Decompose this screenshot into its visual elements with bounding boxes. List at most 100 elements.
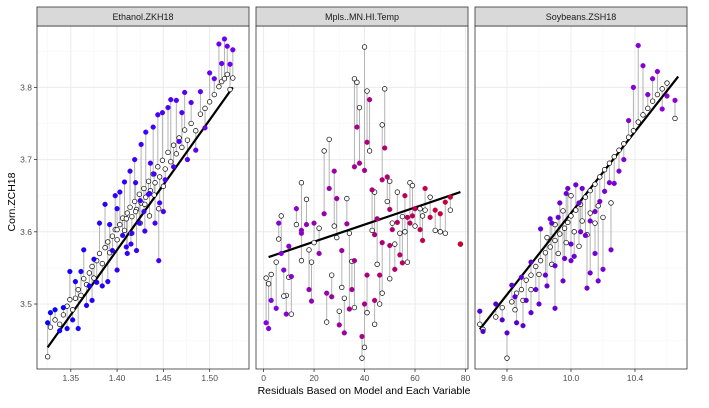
actual-point [601,188,608,194]
actual-point [635,42,641,49]
actual-point [230,47,236,53]
actual-point [127,168,133,174]
predicted-point [379,290,385,296]
predicted-point [371,321,378,327]
actual-point [557,200,563,206]
predicted-point [611,154,617,160]
x-tick-label: 1.35 [63,373,80,383]
actual-point [552,263,558,269]
actual-point [397,252,403,258]
actual-point [293,206,299,212]
actual-point [537,226,544,232]
predicted-point [504,355,510,361]
actual-point [219,60,225,67]
actual-point [533,286,539,293]
predicted-point [336,308,342,314]
predicted-point [477,321,483,327]
actual-point [165,104,171,111]
actual-point [493,301,499,307]
actual-point [89,297,95,304]
predicted-point [141,185,147,192]
actual-point [102,201,108,207]
actual-point [351,164,358,170]
predicted-point [155,164,161,170]
actual-point [298,230,305,236]
predicted-point [359,355,365,361]
actual-point [160,208,166,215]
actual-point [587,270,593,276]
actual-point [611,180,617,187]
predicted-point [387,178,393,184]
predicted-point [165,149,171,156]
actual-point [592,208,598,215]
predicted-point [281,293,287,299]
actual-point [86,283,92,289]
actual-point [96,220,103,226]
predicted-point [568,193,574,199]
actual-point [672,97,678,103]
actual-point [349,286,355,293]
actual-point [364,139,370,145]
actual-point [384,174,390,180]
predicted-point [57,321,63,327]
actual-point [374,216,380,222]
actual-point [184,156,191,163]
y-tick-label: 3.5 [20,299,32,309]
predicted-point [366,148,373,154]
predicted-point [273,259,279,265]
predicted-point [67,297,73,303]
predicted-point [129,213,135,220]
actual-point [419,237,426,244]
y-tick-label: 3.8 [20,82,32,92]
actual-point [114,267,120,273]
actual-point [394,219,400,226]
predicted-point [132,208,139,215]
actual-point [263,320,269,326]
predicted-point [331,223,337,229]
predicted-point [616,147,622,153]
actual-point [518,274,525,280]
predicted-point [664,80,670,86]
predicted-point [587,210,593,216]
y-tick-label: 3.7 [20,155,32,165]
actual-point [480,328,486,335]
actual-point [582,232,589,239]
predicted-point [123,216,129,222]
actual-point [288,273,294,280]
actual-point [311,220,317,226]
actual-point [117,189,123,195]
actual-point [52,307,58,313]
actual-point [447,194,453,200]
predicted-point [587,187,593,194]
actual-point [168,97,174,103]
predicted-point [384,198,390,205]
predicted-point [547,244,553,250]
predicted-point [75,286,81,293]
predicted-point [179,144,185,150]
actual-point [568,241,574,247]
x-tick-label: 1.50 [201,373,218,383]
actual-point [138,141,144,148]
predicted-point [597,174,603,180]
panel-border [255,25,469,370]
actual-point [372,297,378,304]
predicted-point [442,230,448,236]
actual-point [372,232,378,238]
actual-point [399,260,405,266]
actual-point [326,185,332,192]
actual-point [513,320,520,326]
y-axis-title: Corn.ZCH18 [6,172,18,231]
predicted-point [60,312,67,318]
predicted-point [560,208,566,214]
panel-2: Soybeans.ZSH18 9.6 10.0 10.4 [474,6,688,383]
actual-point [359,333,365,340]
actual-point [114,206,120,212]
predicted-point [78,292,84,298]
predicted-point [625,134,632,140]
actual-point [133,247,140,254]
predicted-point [394,189,400,195]
predicted-point [136,191,142,197]
actual-point [336,322,342,328]
predicted-point [447,207,453,213]
actual-point [427,214,433,220]
